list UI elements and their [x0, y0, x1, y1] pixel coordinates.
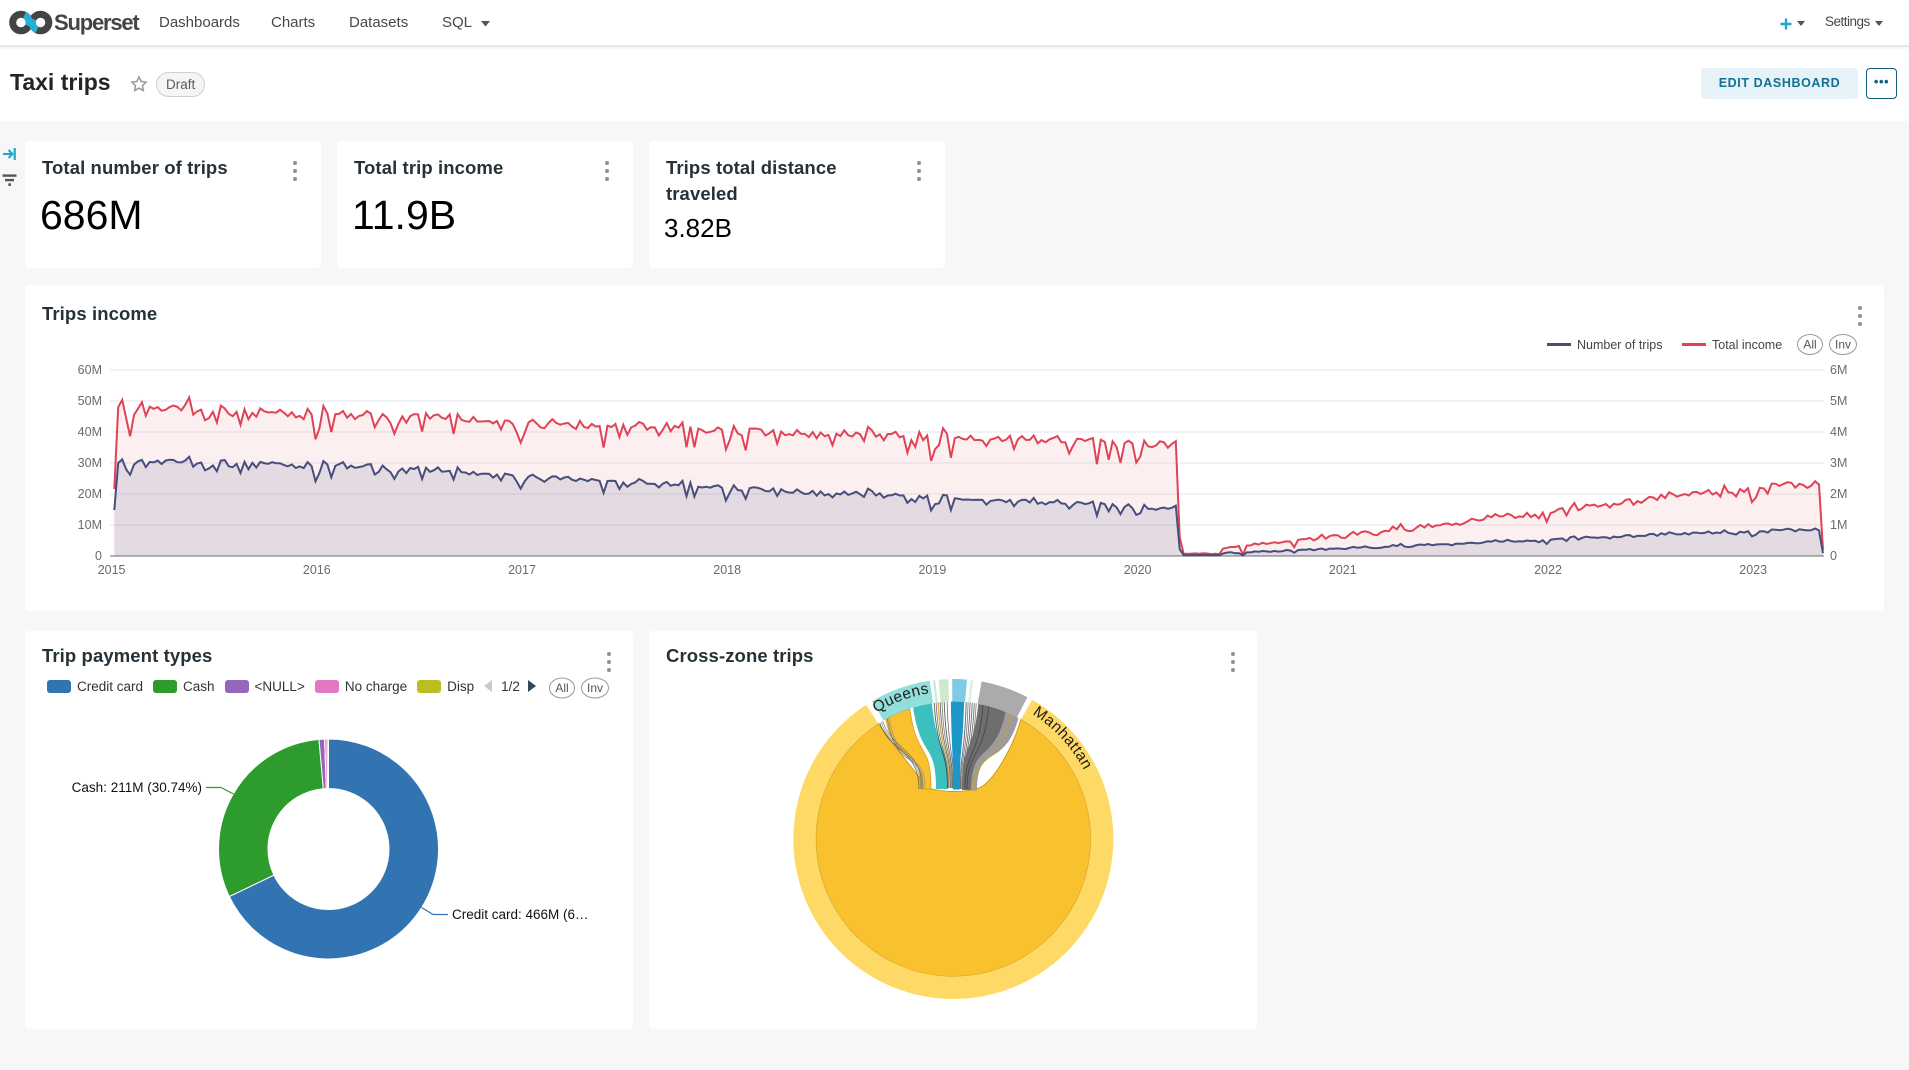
svg-text:All: All	[1803, 338, 1816, 352]
svg-text:2020: 2020	[1124, 563, 1152, 577]
svg-text:Number of trips: Number of trips	[1577, 338, 1662, 352]
svg-text:60M: 60M	[78, 363, 102, 377]
svg-text:6M: 6M	[1830, 363, 1847, 377]
svg-text:0: 0	[1830, 549, 1837, 563]
svg-text:Inv: Inv	[1835, 338, 1851, 352]
svg-text:10M: 10M	[78, 518, 102, 532]
svg-text:Cash: 211M (30.74%): Cash: 211M (30.74%)	[72, 780, 202, 795]
svg-text:2021: 2021	[1329, 563, 1357, 577]
svg-text:2017: 2017	[508, 563, 536, 577]
svg-text:2019: 2019	[918, 563, 946, 577]
svg-text:1M: 1M	[1830, 518, 1847, 532]
svg-text:2022: 2022	[1534, 563, 1562, 577]
svg-text:3M: 3M	[1830, 456, 1847, 470]
svg-text:2015: 2015	[98, 563, 126, 577]
svg-text:5M: 5M	[1830, 394, 1847, 408]
svg-text:2016: 2016	[303, 563, 331, 577]
svg-text:All: All	[555, 681, 568, 695]
svg-text:Inv: Inv	[587, 681, 603, 695]
svg-text:20M: 20M	[78, 487, 102, 501]
svg-text:2023: 2023	[1739, 563, 1767, 577]
svg-text:2M: 2M	[1830, 487, 1847, 501]
svg-text:30M: 30M	[78, 456, 102, 470]
svg-text:Credit card: 466M (6…: Credit card: 466M (6…	[452, 907, 589, 922]
svg-text:4M: 4M	[1830, 425, 1847, 439]
svg-text:0: 0	[95, 549, 102, 563]
svg-text:2018: 2018	[713, 563, 741, 577]
svg-text:50M: 50M	[78, 394, 102, 408]
svg-text:Total income: Total income	[1712, 338, 1782, 352]
svg-text:40M: 40M	[78, 425, 102, 439]
